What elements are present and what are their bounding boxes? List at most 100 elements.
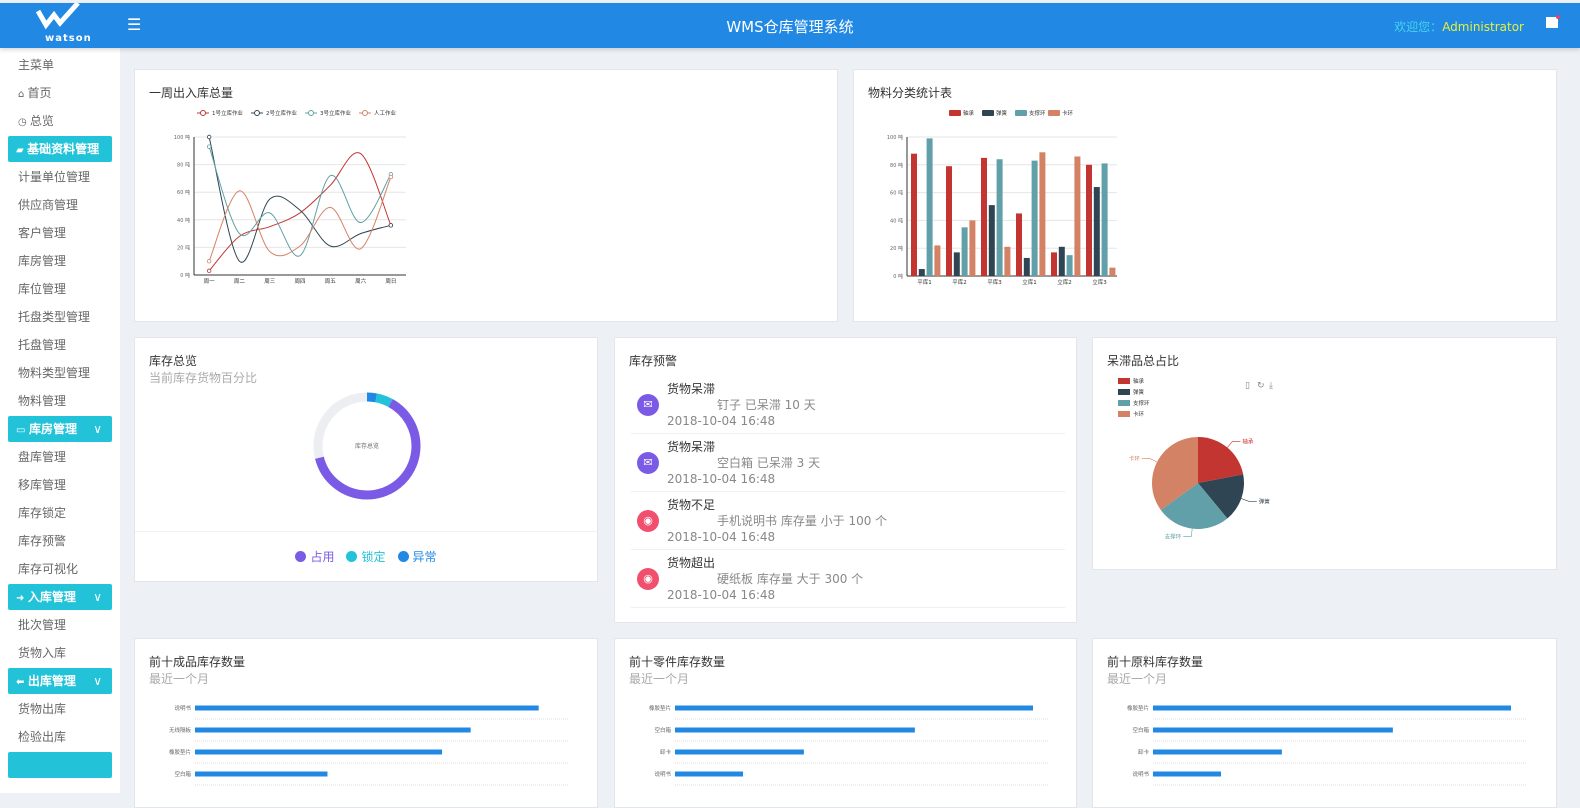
sidebar-label: 盘库管理: [18, 450, 67, 464]
bar: [911, 153, 917, 276]
legend-item-1[interactable]: 锁定: [346, 550, 386, 564]
x-tick-label: 周三: [264, 278, 276, 285]
card-title: 物料分类统计表: [868, 86, 953, 100]
globe-icon: ◉: [637, 568, 659, 590]
sidebar-item-10[interactable]: 托盘管理: [0, 331, 120, 359]
hamburger-icon[interactable]: ☰: [127, 15, 142, 34]
sidebar-label: 库存可视化: [18, 562, 79, 576]
series-line: [208, 152, 392, 272]
y-tick-label: 橡胶垫片: [649, 704, 671, 712]
user-name[interactable]: Administrator: [1442, 20, 1524, 34]
sidebar-item-15[interactable]: 移库管理: [0, 471, 120, 499]
sidebar-group-22[interactable]: ⬅ 出库管理 ∨: [8, 668, 112, 694]
y-tick-label: 60 吨: [177, 189, 190, 196]
sidebar-item-11[interactable]: 物料类型管理: [0, 359, 120, 387]
bar: [1004, 246, 1011, 276]
sidebar-item-21[interactable]: 货物入库: [0, 639, 120, 667]
sidebar-item-7[interactable]: 库房管理: [0, 247, 120, 275]
bar: [1023, 257, 1030, 276]
legend-item-2[interactable]: 异常: [397, 550, 437, 564]
sidebar-item-2[interactable]: ◷ 总览: [0, 107, 120, 135]
refresh-icon: ↻: [1257, 381, 1265, 391]
sidebar-label: 检验出库: [18, 730, 67, 744]
stock-overview-card: 库存总览 当前库存货物百分比 库存总览 占用 锁定 异常: [134, 337, 598, 582]
sidebar-item-14[interactable]: 盘库管理: [0, 443, 120, 471]
y-tick-label: 40 吨: [890, 217, 903, 224]
x-tick-label: 周六: [355, 277, 367, 285]
sidebar-item-18[interactable]: 库存可视化: [0, 555, 120, 583]
sidebar-label: 托盘类型管理: [18, 310, 91, 324]
data-view-icon: ▯: [1245, 381, 1250, 391]
sidebar-item-24[interactable]: 检验出库: [0, 723, 120, 751]
sidebar-item-5[interactable]: 供应商管理: [0, 191, 120, 219]
sidebar-group-3[interactable]: ▰ 基础资料管理: [8, 136, 112, 162]
legend-swatch: [1048, 110, 1060, 116]
warning-item[interactable]: ✉ 货物呆滞 钉子 已呆滞 10 天 2018-10-04 16:48: [631, 376, 1065, 434]
sidebar-item-12[interactable]: 物料管理: [0, 387, 120, 415]
sidebar-item-6[interactable]: 客户管理: [0, 219, 120, 247]
sidebar-item-4[interactable]: 计量单位管理: [0, 163, 120, 191]
y-tick-label: 80 吨: [177, 162, 190, 169]
legend-label: 3号立库作业: [320, 109, 351, 117]
donut-chart: 库存总览: [313, 392, 421, 500]
sidebar-item-1[interactable]: ⌂ 首页: [0, 79, 120, 107]
sidebar-item-8[interactable]: 库位管理: [0, 275, 120, 303]
y-tick-label: 橡胶垫片: [1127, 704, 1149, 712]
bar: [1086, 164, 1092, 276]
sidebar-item-17[interactable]: 库存预警: [0, 527, 120, 555]
card-subtitle: 最近一个月: [629, 672, 690, 686]
sidebar-group-19[interactable]: ➜ 入库管理 ∨: [8, 584, 112, 610]
pie-slice: [1152, 437, 1198, 511]
legend-dot: [295, 551, 307, 562]
donut-slice: [313, 392, 421, 500]
label-line: [1183, 528, 1193, 537]
y-tick-label: 60 吨: [890, 190, 903, 197]
sidebar-item-20[interactable]: 批次管理: [0, 611, 120, 639]
bar: [926, 138, 933, 276]
sidebar-item-16[interactable]: 库存锁定: [0, 499, 120, 527]
y-tick-label: 20 吨: [177, 244, 190, 251]
bar: [953, 252, 960, 276]
sidebar-item-0[interactable]: 主菜单: [0, 51, 120, 79]
logo[interactable]: watson: [0, 3, 120, 48]
series-line: [208, 136, 391, 263]
y-tick-label: 20 吨: [890, 245, 903, 252]
sidebar-item-23[interactable]: 货物出库: [0, 695, 120, 723]
warning-title: 货物呆滞: [667, 382, 716, 396]
folder-icon: ➜: [16, 593, 28, 604]
legend-item-0[interactable]: 占用: [295, 550, 334, 564]
warning-item[interactable]: ◉ 货物超出 硬纸板 库存量 大于 300 个 2018-10-04 16:48: [631, 550, 1065, 608]
warning-time: 2018-10-04 16:48: [667, 588, 776, 602]
card-subtitle: 当前库存货物百分比: [149, 371, 258, 385]
legend-label: 卡环: [1062, 109, 1074, 117]
sidebar-label: 物料类型管理: [18, 366, 91, 380]
bar: [1153, 705, 1511, 711]
bar: [1153, 749, 1282, 755]
pie-slice: [1198, 437, 1244, 483]
top-finished-card: 前十成品库存数量 最近一个月 说明书 无线隔板 橡胶垫片 空白箱: [134, 638, 598, 808]
data-point: [206, 134, 212, 140]
y-tick-label: 橡胶垫片: [169, 748, 191, 756]
legend-marker: [254, 110, 260, 116]
warning-item[interactable]: ◉ 货物不足 手机说明书 库存量 小于 100 个 2018-10-04 16:48: [631, 492, 1065, 550]
x-tick-label: 周五: [325, 278, 337, 285]
series-line: [208, 146, 392, 257]
legend-label: 弹簧: [1133, 388, 1145, 396]
bar: [918, 269, 925, 276]
data-point: [206, 258, 212, 264]
sidebar-label: 计量单位管理: [18, 170, 91, 184]
flag-icon[interactable]: [1546, 15, 1560, 28]
pie-slice: [1198, 474, 1244, 519]
x-tick-label: 周一: [204, 278, 216, 285]
folder-icon: ▰: [16, 145, 28, 156]
sidebar-group-13[interactable]: ▭ 库房管理 ∨: [8, 416, 112, 442]
bar: [988, 205, 995, 276]
y-tick-label: 空白箱: [174, 770, 191, 778]
warning-item[interactable]: ✉ 货物呆滞 空白箱 已呆滞 3 天 2018-10-04 16:48: [631, 434, 1065, 492]
sidebar-group-25[interactable]: [8, 752, 112, 778]
legend-swatch: [1118, 389, 1130, 395]
legend-label: 人工作业: [374, 109, 397, 117]
y-tick-label: 100 吨: [174, 134, 190, 141]
sidebar-item-9[interactable]: 托盘类型管理: [0, 303, 120, 331]
